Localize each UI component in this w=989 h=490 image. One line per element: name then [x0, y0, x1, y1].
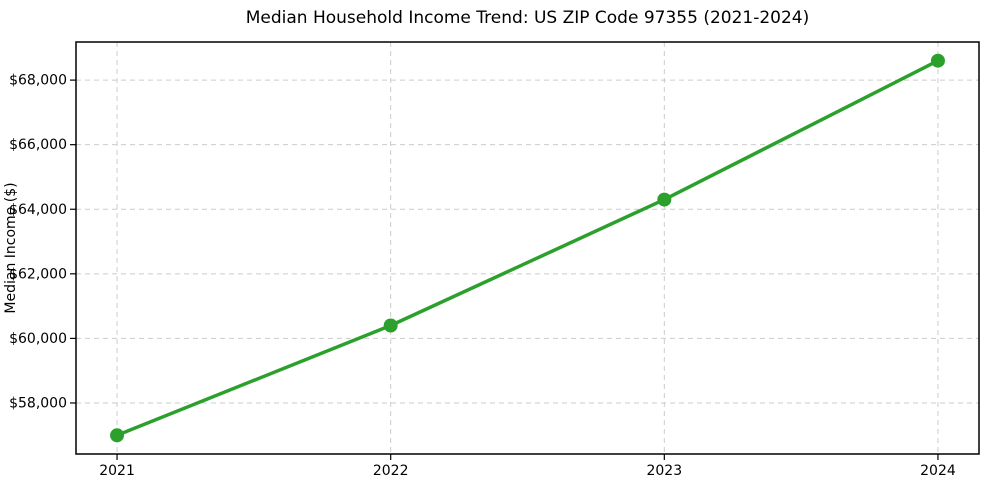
y-tick-label: $66,000 [9, 137, 67, 153]
plot-area: $58,000 $60,000 $62,000 $64,000 $66,000 $68,0… [9, 41, 980, 479]
data-point [657, 192, 672, 207]
plot-border [75, 41, 980, 455]
y-tick-label: $60,000 [9, 331, 67, 347]
trend-line [115, 58, 940, 438]
data-point [383, 318, 398, 333]
y-axis-label: Median Income ($) [3, 182, 19, 313]
x-tick-label: 2023 [646, 463, 682, 479]
chart-title: Median Household Income Trend: US ZIP Co… [246, 8, 810, 28]
x-tick-label: 2022 [373, 463, 409, 479]
y-tick-label: $58,000 [9, 395, 67, 411]
data-point [110, 428, 125, 443]
y-tick-label: $64,000 [9, 202, 67, 218]
data-point [930, 53, 945, 68]
y-tick-label: $68,000 [9, 73, 67, 89]
x-tick-label: 2024 [920, 463, 956, 479]
x-tick-label: 2021 [99, 463, 135, 479]
y-tick-label: $62,000 [9, 266, 67, 282]
